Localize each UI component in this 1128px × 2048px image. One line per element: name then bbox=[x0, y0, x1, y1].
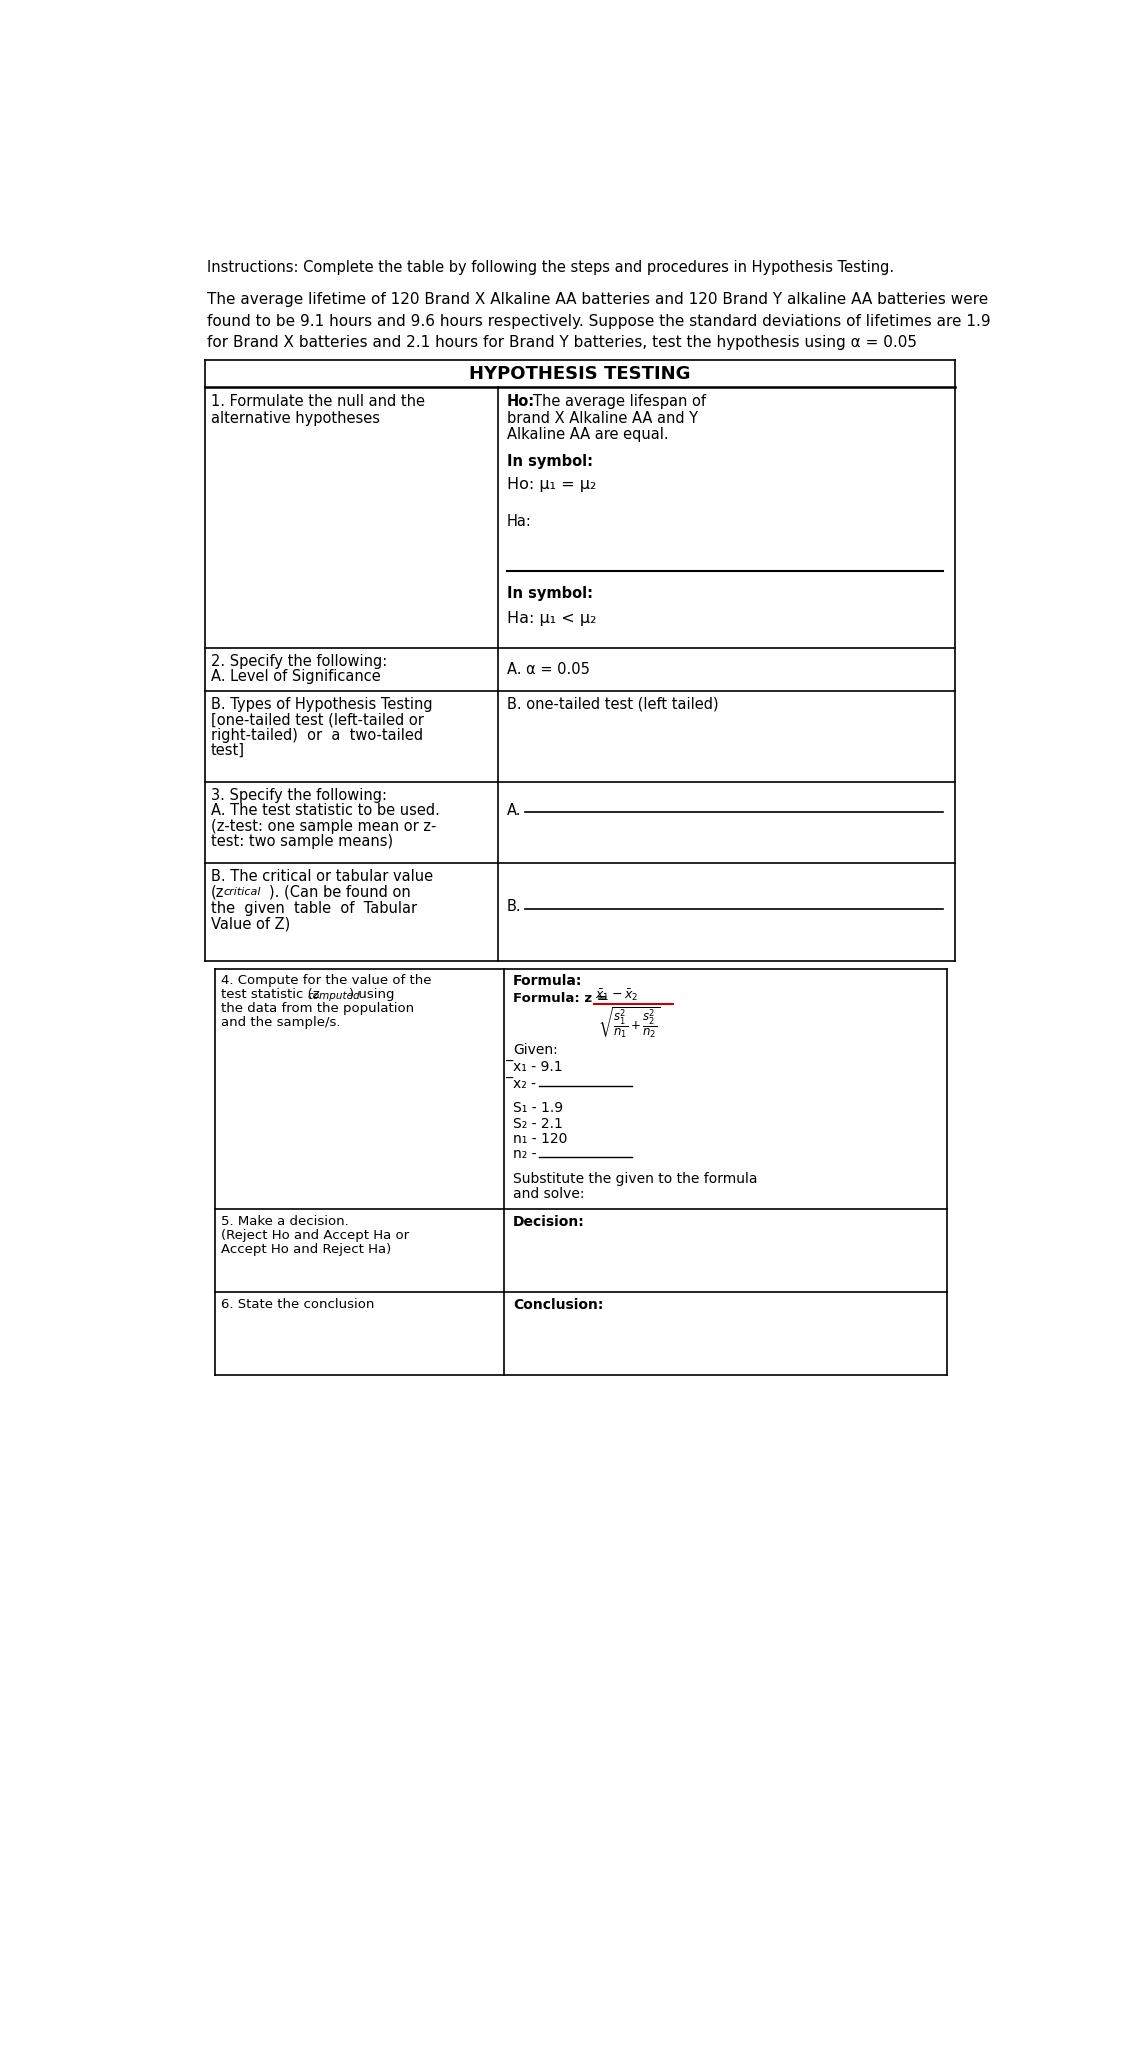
Text: Ho: μ₁ = μ₂: Ho: μ₁ = μ₂ bbox=[506, 477, 596, 492]
Text: $\bar{x}_1 - \bar{x}_2$: $\bar{x}_1 - \bar{x}_2$ bbox=[596, 987, 638, 1004]
Text: A. The test statistic to be used.: A. The test statistic to be used. bbox=[211, 803, 440, 819]
Text: A.: A. bbox=[506, 803, 521, 819]
Text: 5. Make a decision.: 5. Make a decision. bbox=[221, 1214, 349, 1229]
Text: $\sqrt{\dfrac{s_1^2}{n_1}+\dfrac{s_2^2}{n_2}}$: $\sqrt{\dfrac{s_1^2}{n_1}+\dfrac{s_2^2}{… bbox=[598, 1006, 660, 1040]
Text: Ho:: Ho: bbox=[506, 393, 535, 410]
Text: B.: B. bbox=[506, 899, 521, 915]
Text: The average lifetime of 120 Brand X Alkaline AA batteries and 120 Brand Y alkali: The average lifetime of 120 Brand X Alka… bbox=[206, 293, 988, 307]
Text: (z-test: one sample mean or z-: (z-test: one sample mean or z- bbox=[211, 819, 437, 834]
Text: 3. Specify the following:: 3. Specify the following: bbox=[211, 788, 387, 803]
Text: right-tailed)  or  a  two-tailed: right-tailed) or a two-tailed bbox=[211, 727, 423, 743]
Text: Ha: μ₁ < μ₂: Ha: μ₁ < μ₂ bbox=[506, 610, 597, 627]
Text: The average lifespan of: The average lifespan of bbox=[534, 393, 706, 410]
Text: Instructions: Complete the table by following the steps and procedures in Hypoth: Instructions: Complete the table by foll… bbox=[206, 260, 895, 274]
Text: test]: test] bbox=[211, 743, 245, 758]
Text: HYPOTHESIS TESTING: HYPOTHESIS TESTING bbox=[469, 365, 690, 383]
Text: Given:: Given: bbox=[513, 1042, 557, 1057]
Text: (z: (z bbox=[211, 885, 224, 899]
Text: A. α = 0.05: A. α = 0.05 bbox=[506, 662, 590, 676]
Text: Alkaline AA are equal.: Alkaline AA are equal. bbox=[506, 428, 669, 442]
Text: S₁ - 1.9: S₁ - 1.9 bbox=[513, 1102, 563, 1116]
Text: brand X Alkaline AA and Y: brand X Alkaline AA and Y bbox=[506, 410, 698, 426]
Text: In symbol:: In symbol: bbox=[506, 455, 593, 469]
Text: B. The critical or tabular value: B. The critical or tabular value bbox=[211, 868, 433, 883]
Text: found to be 9.1 hours and 9.6 hours respectively. Suppose the standard deviation: found to be 9.1 hours and 9.6 hours resp… bbox=[206, 313, 990, 328]
Text: B. one-tailed test (left tailed): B. one-tailed test (left tailed) bbox=[506, 696, 719, 713]
Text: ̅x₁ - 9.1: ̅x₁ - 9.1 bbox=[513, 1059, 563, 1073]
Text: ) using: ) using bbox=[349, 987, 394, 1001]
Text: 2. Specify the following:: 2. Specify the following: bbox=[211, 653, 387, 670]
Text: [one-tailed test (left-tailed or: [one-tailed test (left-tailed or bbox=[211, 713, 424, 727]
Text: the  given  table  of  Tabular: the given table of Tabular bbox=[211, 901, 417, 915]
Text: ̅x₂ -: ̅x₂ - bbox=[513, 1077, 536, 1092]
Text: ). (Can be found on: ). (Can be found on bbox=[268, 885, 411, 899]
Text: Conclusion:: Conclusion: bbox=[513, 1298, 603, 1313]
Text: Decision:: Decision: bbox=[513, 1214, 584, 1229]
Text: Formula:: Formula: bbox=[513, 975, 582, 989]
Text: the data from the population: the data from the population bbox=[221, 1001, 414, 1016]
Text: In symbol:: In symbol: bbox=[506, 586, 593, 602]
Text: 6. State the conclusion: 6. State the conclusion bbox=[221, 1298, 374, 1311]
Text: Accept Ho and Reject Ha): Accept Ho and Reject Ha) bbox=[221, 1243, 391, 1255]
Text: and solve:: and solve: bbox=[513, 1188, 584, 1202]
Text: n₁ - 120: n₁ - 120 bbox=[513, 1133, 567, 1147]
Text: Substitute the given to the formula: Substitute the given to the formula bbox=[513, 1171, 758, 1186]
Text: A. Level of Significance: A. Level of Significance bbox=[211, 670, 380, 684]
Text: test: two sample means): test: two sample means) bbox=[211, 834, 393, 850]
Text: n₂ -: n₂ - bbox=[513, 1147, 537, 1161]
Text: for Brand X batteries and 2.1 hours for Brand Y batteries, test the hypothesis u: for Brand X batteries and 2.1 hours for … bbox=[206, 336, 917, 350]
Text: alternative hypotheses: alternative hypotheses bbox=[211, 410, 380, 426]
Text: test statistic (z: test statistic (z bbox=[221, 987, 319, 1001]
Text: B. Types of Hypothesis Testing: B. Types of Hypothesis Testing bbox=[211, 696, 432, 713]
Text: Value of Z): Value of Z) bbox=[211, 915, 290, 932]
Text: (Reject Ho and Accept Ha or: (Reject Ho and Accept Ha or bbox=[221, 1229, 409, 1241]
Text: computed: computed bbox=[308, 991, 360, 1001]
Text: Ha:: Ha: bbox=[506, 514, 531, 530]
Text: 1. Formulate the null and the: 1. Formulate the null and the bbox=[211, 393, 425, 410]
Text: Formula: z =: Formula: z = bbox=[513, 991, 608, 1006]
Text: 4. Compute for the value of the: 4. Compute for the value of the bbox=[221, 975, 431, 987]
Text: S₂ - 2.1: S₂ - 2.1 bbox=[513, 1116, 563, 1130]
Text: critical: critical bbox=[223, 887, 261, 897]
Text: and the sample/s.: and the sample/s. bbox=[221, 1016, 341, 1028]
